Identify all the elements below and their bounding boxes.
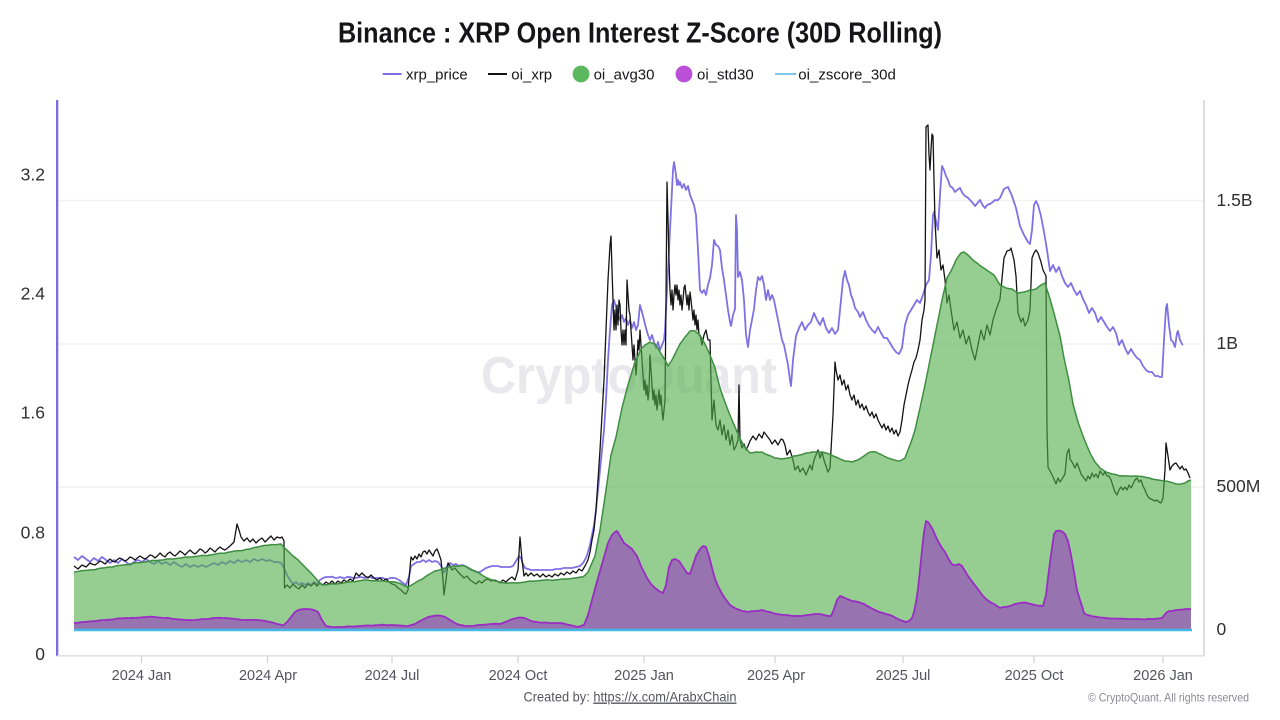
svg-text:1B: 1B [1217,333,1238,353]
svg-text:0: 0 [1217,619,1227,639]
svg-text:oi_std30: oi_std30 [697,67,754,84]
svg-text:1.6: 1.6 [21,403,45,423]
svg-text:Binance : XRP Open Interest Z-: Binance : XRP Open Interest Z-Score (30D… [338,18,942,50]
svg-text:2024 Jan: 2024 Jan [112,668,172,684]
svg-text:2026 Jan: 2026 Jan [1133,668,1193,684]
svg-text:2025 Jul: 2025 Jul [876,668,931,684]
svg-text:2025 Jan: 2025 Jan [614,668,674,684]
svg-text:xrp_price: xrp_price [406,67,468,84]
svg-text:2025 Apr: 2025 Apr [747,668,805,684]
svg-text:1.5B: 1.5B [1217,190,1253,210]
svg-text:0.8: 0.8 [21,523,45,543]
svg-text:3.2: 3.2 [21,165,45,185]
svg-text:Created by: https://x.com/Arab: Created by: https://x.com/ArabxChain [524,690,737,705]
svg-text:0: 0 [35,644,45,664]
svg-text:2024 Oct: 2024 Oct [489,668,548,684]
svg-text:oi_avg30: oi_avg30 [594,67,655,84]
svg-text:oi_zscore_30d: oi_zscore_30d [798,67,896,84]
svg-text:500M: 500M [1217,476,1261,496]
svg-text:2.4: 2.4 [21,284,46,304]
svg-text:oi_xrp: oi_xrp [511,67,552,84]
svg-text:2025 Oct: 2025 Oct [1005,668,1064,684]
svg-text:© CryptoQuant. All rights rese: © CryptoQuant. All rights reserved [1088,691,1249,705]
svg-text:2024 Apr: 2024 Apr [239,668,297,684]
svg-text:2024 Jul: 2024 Jul [365,668,420,684]
